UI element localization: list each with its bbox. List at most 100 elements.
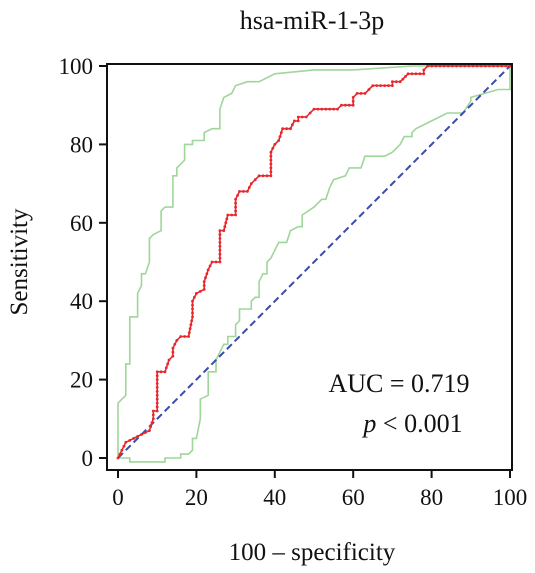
y-tick-label: 60: [70, 211, 93, 236]
roc-point: [166, 362, 170, 366]
roc-point: [492, 64, 495, 68]
roc-point: [269, 174, 273, 178]
x-tick-label: 100: [493, 485, 528, 510]
roc-point: [230, 213, 234, 217]
roc-point: [249, 182, 253, 186]
roc-point: [191, 315, 194, 319]
roc-point: [222, 229, 226, 233]
roc-point: [155, 401, 159, 405]
roc-point: [401, 77, 405, 81]
roc-point: [132, 437, 136, 440]
roc-point: [193, 295, 196, 299]
roc-point: [150, 421, 154, 425]
chart-title: hsa-miR-1-3p: [240, 6, 384, 35]
roc-point: [340, 103, 343, 107]
roc-point: [171, 350, 175, 354]
roc-point: [273, 143, 277, 146]
roc-point: [324, 107, 328, 111]
roc-point: [164, 366, 168, 370]
roc-point: [355, 92, 359, 95]
roc-point: [451, 64, 454, 68]
roc-point: [271, 146, 275, 150]
roc-point: [246, 190, 249, 193]
roc-point: [151, 417, 155, 421]
roc-point: [218, 260, 222, 264]
roc-point: [122, 444, 126, 448]
roc-point: [190, 319, 194, 323]
roc-point: [183, 335, 187, 338]
roc-point: [149, 425, 153, 428]
roc-point: [151, 409, 155, 413]
y-axis-title: Sensitivity: [6, 208, 33, 315]
roc-point: [202, 288, 206, 291]
roc-point: [225, 217, 229, 221]
roc-point: [128, 439, 132, 442]
x-tick-label: 60: [342, 485, 365, 510]
roc-point: [155, 382, 159, 385]
roc-point: [418, 72, 422, 76]
roc-point: [118, 452, 122, 456]
roc-point: [247, 186, 251, 189]
roc-point: [218, 229, 222, 233]
roc-point: [479, 64, 483, 68]
roc-point: [159, 370, 163, 374]
ci-upper-line: [117, 65, 510, 458]
roc-point: [328, 107, 332, 111]
roc-point: [155, 370, 159, 374]
roc-point: [202, 284, 206, 287]
roc-point: [406, 72, 410, 76]
roc-point: [257, 174, 261, 178]
roc-point: [430, 64, 434, 68]
roc-point: [155, 374, 159, 378]
roc-point: [496, 64, 500, 68]
roc-point: [195, 292, 198, 295]
roc-point: [191, 299, 194, 303]
roc-point: [206, 268, 210, 272]
roc-point: [394, 80, 398, 84]
roc-point: [198, 290, 202, 293]
y-tick-label: 20: [70, 368, 93, 393]
roc-point: [351, 96, 355, 99]
y-tick-label: 100: [59, 54, 94, 79]
roc-point: [463, 64, 467, 68]
auc-annotation: AUC = 0.719: [328, 369, 469, 398]
x-axis-title: 100 – specificity: [229, 539, 396, 566]
roc-point: [191, 311, 194, 315]
roc-point: [359, 92, 363, 95]
roc-point: [488, 64, 491, 68]
roc-point: [312, 107, 316, 111]
roc-point: [296, 115, 300, 119]
roc-point: [189, 323, 193, 327]
roc-point: [155, 390, 159, 393]
roc-point: [483, 64, 487, 68]
roc-point: [471, 64, 475, 68]
x-tick-label: 80: [420, 485, 443, 510]
roc-point: [438, 64, 442, 68]
roc-point: [410, 72, 414, 76]
roc-point: [202, 280, 206, 283]
x-axis-ticks: 0 20 40 60 80 100: [112, 470, 527, 510]
roc-point: [155, 409, 159, 413]
roc-point: [234, 205, 238, 209]
roc-point: [179, 335, 183, 338]
roc-point: [304, 115, 308, 119]
roc-point: [234, 213, 238, 217]
roc-point: [236, 194, 240, 197]
roc-point: [205, 272, 209, 276]
roc-point: [387, 84, 390, 87]
roc-point: [163, 370, 167, 374]
roc-point: [218, 233, 222, 237]
roc-point: [265, 174, 269, 178]
roc-point: [204, 276, 207, 280]
roc-point: [140, 433, 143, 436]
roc-point: [269, 150, 273, 154]
plot-frame: [106, 63, 513, 471]
roc-point: [242, 190, 245, 193]
roc-point: [383, 84, 386, 87]
roc-point: [398, 80, 402, 84]
y-tick-label: 0: [82, 446, 94, 471]
roc-point: [120, 448, 124, 452]
roc-point: [367, 88, 371, 91]
roc-point: [173, 342, 177, 346]
